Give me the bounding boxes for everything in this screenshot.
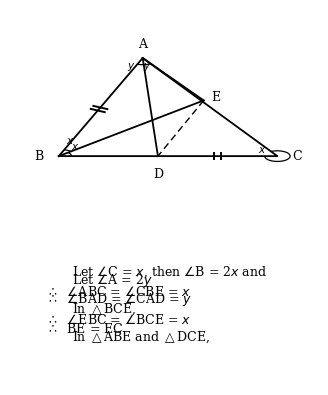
Text: $x$: $x$ (71, 143, 80, 152)
Text: $\therefore$  BE = EC: $\therefore$ BE = EC (46, 322, 124, 336)
Text: In $\triangle$ABE and $\triangle$DCE,: In $\triangle$ABE and $\triangle$DCE, (72, 329, 210, 345)
Text: $x$: $x$ (258, 145, 266, 155)
Text: C: C (293, 150, 302, 163)
Text: $\therefore$  $\angle$EBC = $\angle$BCE = $x$: $\therefore$ $\angle$EBC = $\angle$BCE =… (46, 313, 191, 327)
Text: Let $\angle$A = 2$y$: Let $\angle$A = 2$y$ (72, 272, 152, 289)
Text: A: A (138, 38, 147, 51)
Text: E: E (211, 91, 220, 104)
Text: $y$: $y$ (143, 60, 152, 73)
Text: B: B (34, 150, 44, 163)
Text: D: D (153, 168, 163, 181)
Text: $\therefore$  $\angle$BAD = $\angle$CAD = $y$: $\therefore$ $\angle$BAD = $\angle$CAD =… (46, 291, 193, 308)
Text: $\therefore$  $\angle$ABC = $\angle$CBE = $x$: $\therefore$ $\angle$ABC = $\angle$CBE =… (46, 285, 191, 299)
Text: $x$: $x$ (66, 136, 74, 146)
Text: $y$: $y$ (127, 60, 135, 73)
Text: Let $\angle$C = $x$, then $\angle$B = 2$x$ and: Let $\angle$C = $x$, then $\angle$B = 2$… (72, 265, 267, 280)
Text: In $\triangle$BCE,: In $\triangle$BCE, (72, 302, 135, 318)
